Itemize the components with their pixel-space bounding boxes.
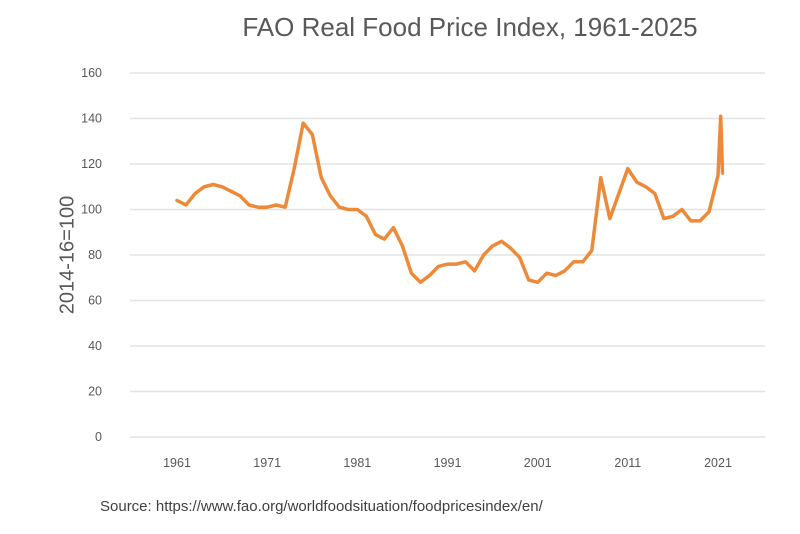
y-tick-label: 40: [88, 339, 102, 353]
x-tick-label: 2011: [614, 456, 641, 470]
chart-title: FAO Real Food Price Index, 1961-2025: [242, 12, 698, 42]
x-tick-label: 1961: [163, 456, 191, 470]
y-tick-label: 120: [81, 157, 102, 171]
series-line: [175, 114, 725, 285]
x-tick-label: 1981: [343, 456, 371, 470]
y-tick-label: 160: [81, 66, 102, 80]
y-tick-label: 20: [88, 385, 102, 399]
y-tick-label: 0: [95, 430, 102, 444]
x-tick-label: 1971: [253, 456, 281, 470]
y-tick-label: 60: [88, 294, 102, 308]
x-tick-label: 2001: [524, 456, 552, 470]
x-tick-label: 1991: [434, 456, 462, 470]
y-tick-label: 80: [88, 248, 102, 262]
y-tick-label: 100: [81, 203, 102, 217]
x-tick-label: 2021: [704, 456, 732, 470]
y-tick-label: 140: [81, 112, 102, 126]
source-note: Source: https://www.fao.org/worldfoodsit…: [100, 498, 543, 515]
